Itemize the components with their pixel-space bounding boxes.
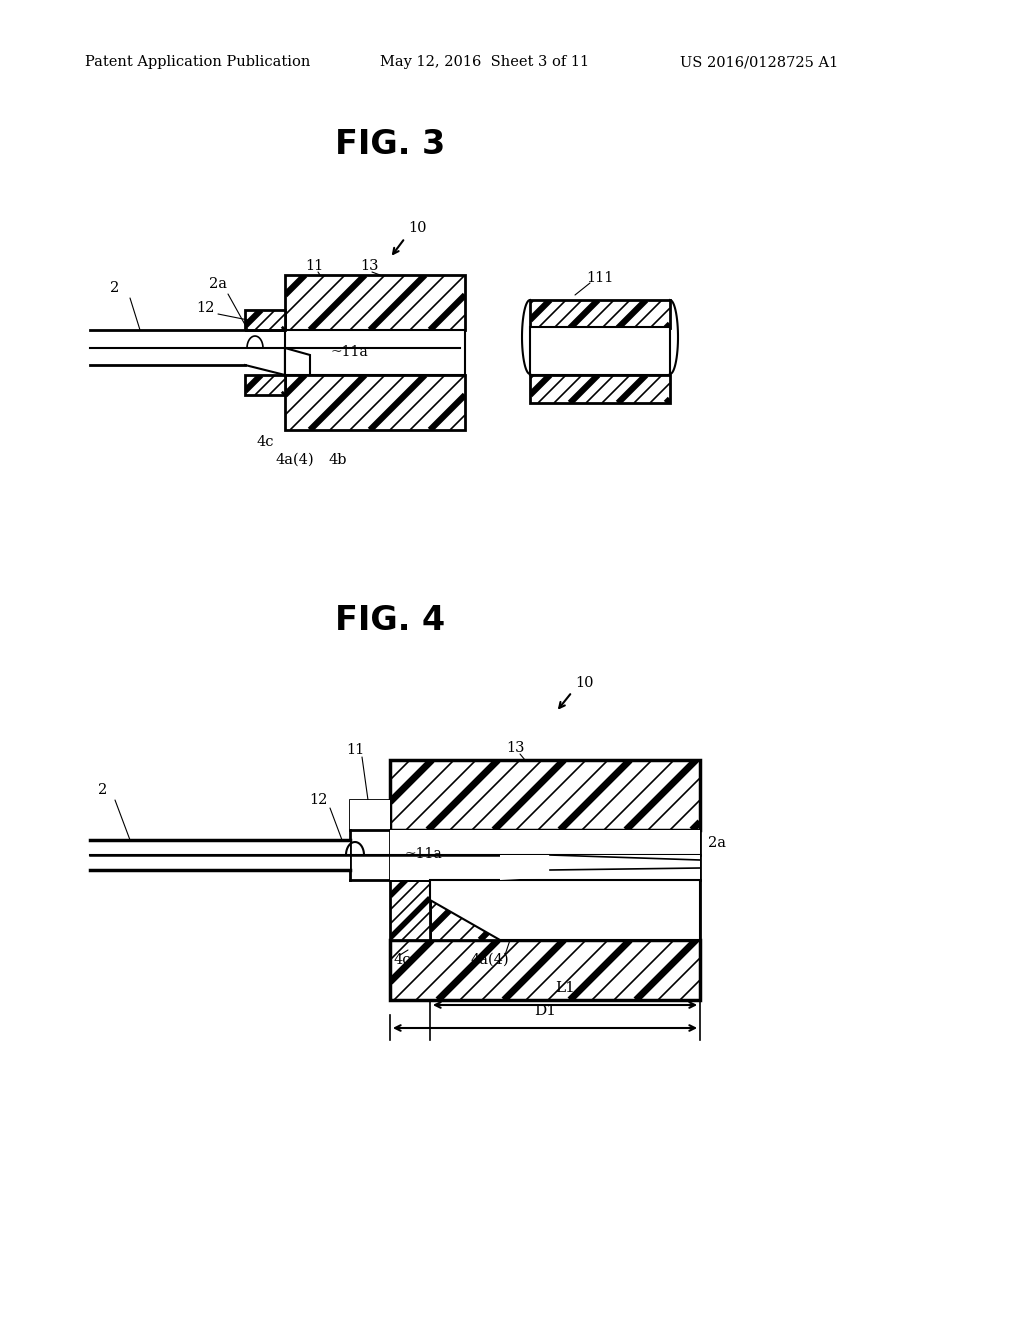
Text: 4c: 4c [393,953,411,968]
Bar [390,940,700,1001]
Text: May 12, 2016  Sheet 3 of 11: May 12, 2016 Sheet 3 of 11 [380,55,589,69]
Bar [245,375,285,395]
Bar [285,375,465,430]
Text: D1: D1 [534,1005,556,1018]
Bar [390,760,700,830]
Polygon shape [500,855,700,880]
Text: 2: 2 [98,783,108,797]
Text: US 2016/0128725 A1: US 2016/0128725 A1 [680,55,839,69]
Bar [530,300,670,327]
Bar [90,840,350,870]
Text: 4a(4): 4a(4) [275,453,314,467]
Text: 2a: 2a [708,836,726,850]
Text: 4c: 4c [256,436,273,449]
Bar [430,880,700,940]
Polygon shape [285,348,305,375]
Bar [390,880,430,940]
Text: ~11a: ~11a [406,847,442,861]
Bar [530,375,670,403]
Text: Patent Application Publication: Patent Application Publication [85,55,310,69]
Bar [390,830,700,880]
Text: 13: 13 [360,259,379,273]
Bar [245,375,285,395]
Text: 2a: 2a [209,277,227,290]
Bar [530,375,670,403]
Bar [90,330,245,366]
Text: ~11a: ~11a [330,345,368,359]
Text: 2: 2 [111,281,120,294]
Bar [285,275,465,330]
Text: 11: 11 [346,743,365,756]
Polygon shape [430,880,700,940]
Bar [530,327,670,375]
Text: 12: 12 [309,793,328,807]
Text: 111: 111 [587,271,613,285]
Text: 10: 10 [408,220,427,235]
Polygon shape [285,348,310,375]
Bar [245,310,285,330]
Bar [285,330,465,375]
Bar [390,760,700,830]
Text: FIG. 4: FIG. 4 [335,603,445,636]
Bar [350,800,390,880]
Text: 13: 13 [506,741,524,755]
Bar [430,880,700,940]
Bar [350,800,390,830]
Text: 11: 11 [305,259,324,273]
Text: 4b: 4b [640,853,658,867]
Text: 12: 12 [196,301,214,315]
Bar [390,830,700,880]
Bar [390,880,430,940]
Text: 4b: 4b [329,453,347,467]
Text: 4a(4): 4a(4) [471,953,509,968]
Text: 10: 10 [575,676,594,690]
Bar [350,800,390,830]
Bar [390,940,700,1001]
Bar [285,275,465,330]
Text: FIG. 3: FIG. 3 [335,128,445,161]
Bar [285,375,465,430]
Bar [245,310,285,330]
Text: L1: L1 [555,981,574,995]
Bar [530,300,670,327]
